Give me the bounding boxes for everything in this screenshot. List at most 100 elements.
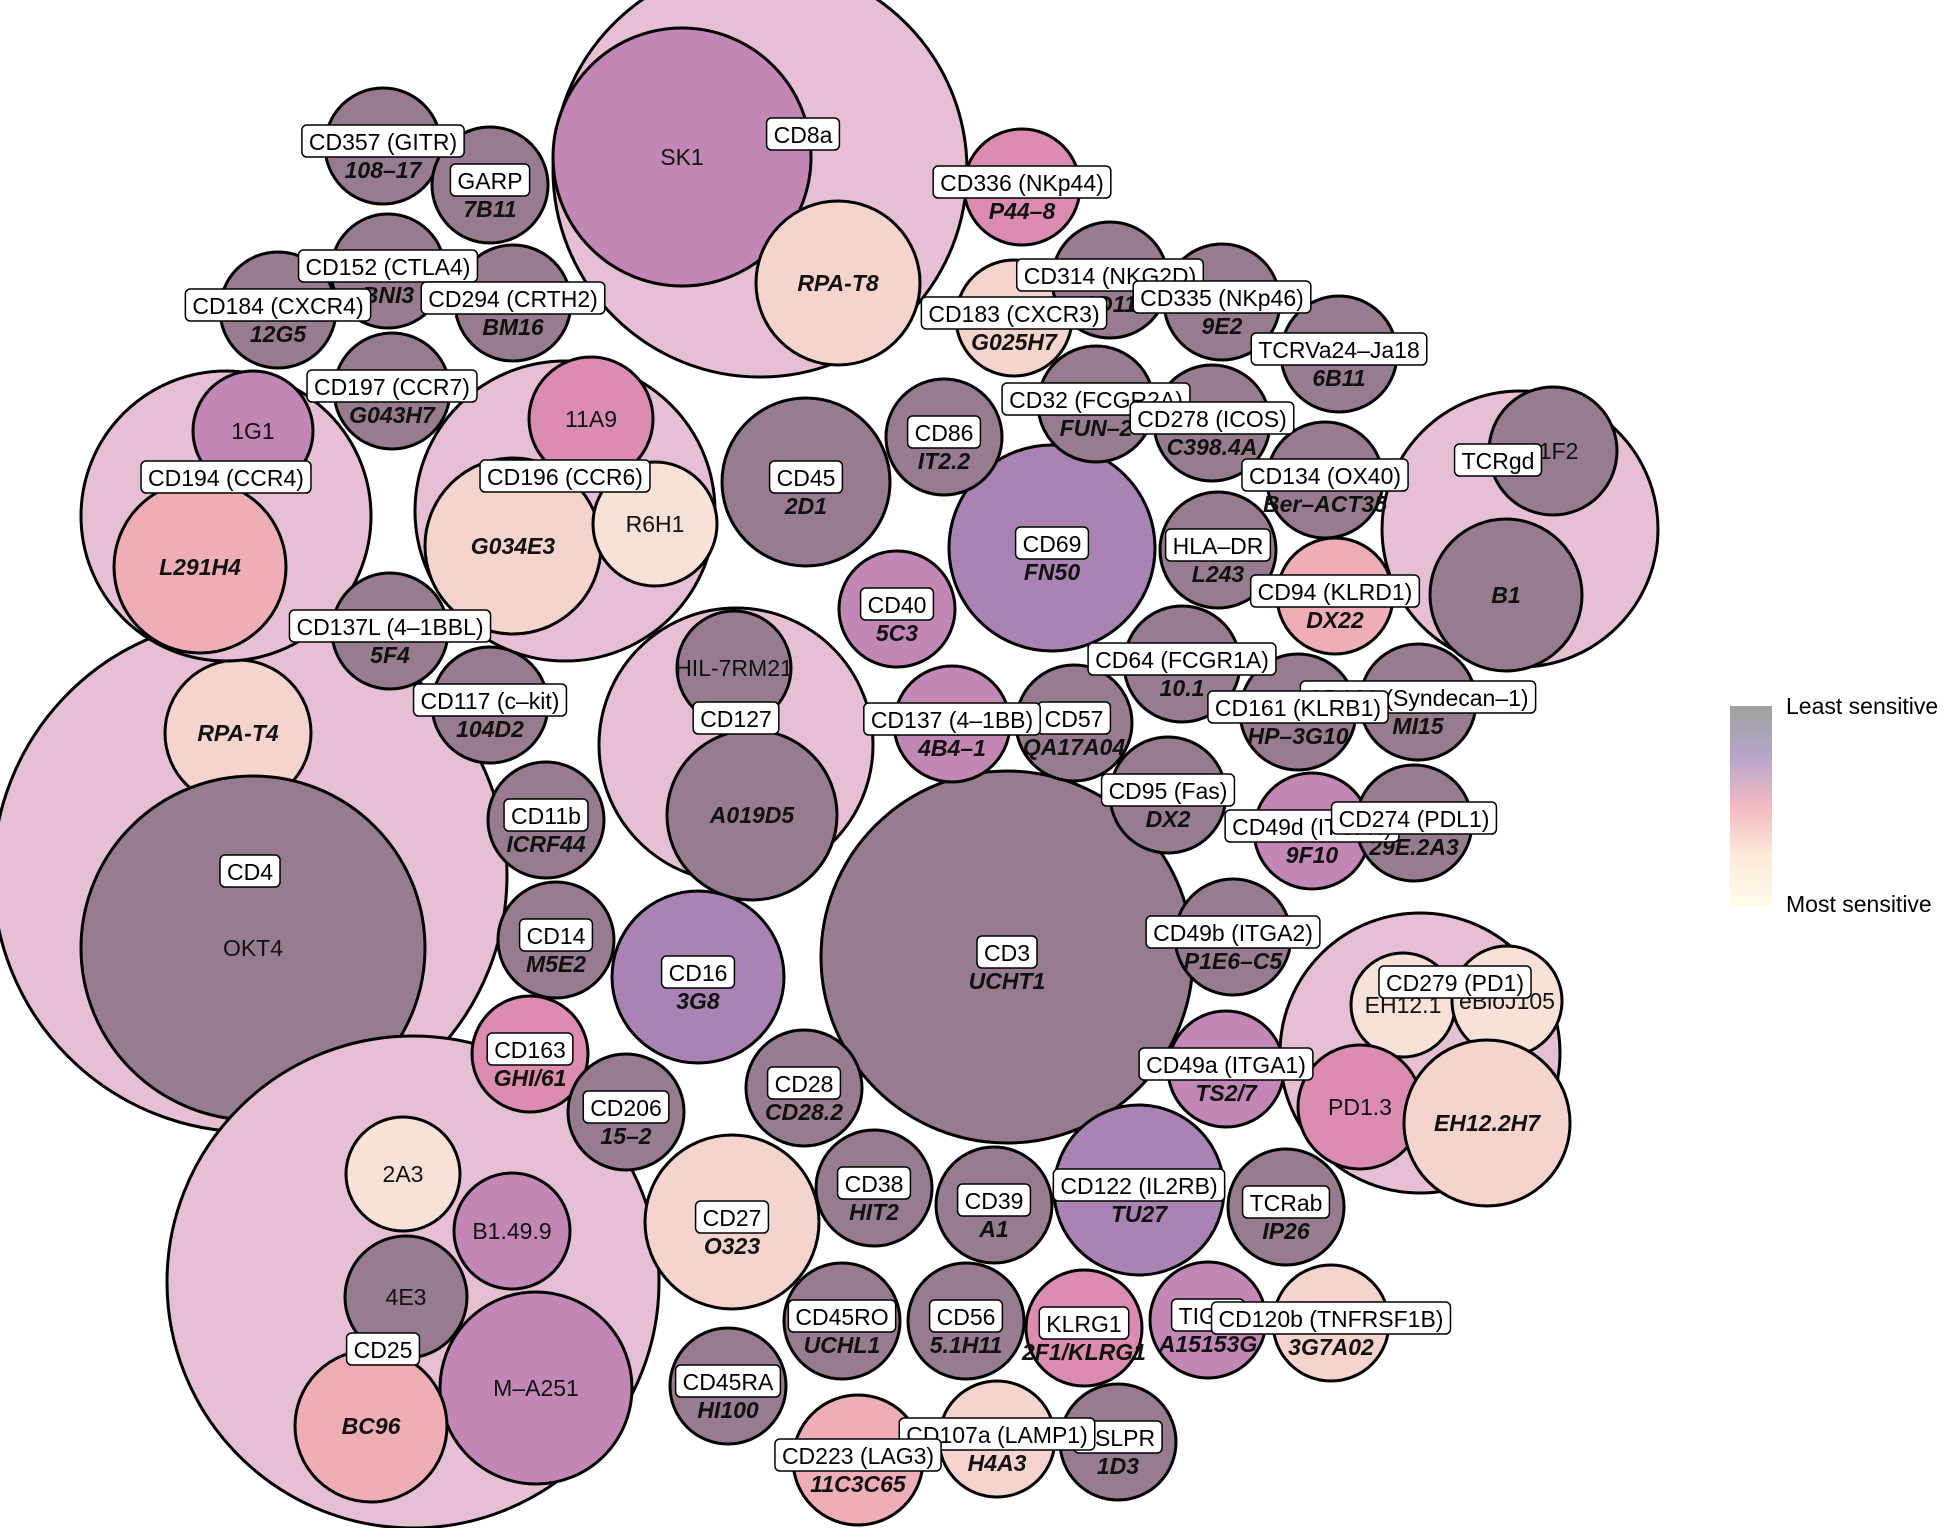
bubble-RPA-T8: RPA-T8	[754, 199, 922, 367]
marker-label-TCRgd-group: TCRgd	[1453, 443, 1543, 477]
marker-label-text: CD40	[868, 592, 927, 618]
marker-label-CD137L: CD137L (4–1BBL)	[288, 609, 492, 643]
clone-label: RPA-T4	[197, 720, 279, 746]
bubble-eBioJ105: eBioJ105	[1450, 944, 1564, 1058]
marker-label-box	[1087, 642, 1277, 676]
clone-label: 6B11	[1312, 365, 1365, 391]
marker-label-box	[906, 415, 982, 449]
marker-label-box	[1038, 1306, 1130, 1340]
marker-label-box	[956, 1183, 1032, 1217]
marker-label-text: CD16	[669, 960, 728, 986]
marker-label-CD40: CD40	[859, 587, 935, 621]
marker-label-box	[1250, 332, 1428, 366]
clone-label: HIT2	[849, 1199, 899, 1225]
marker-label-text: TCRgd	[1462, 448, 1535, 474]
marker-label-text: CD25	[354, 1337, 413, 1363]
clone-label: UCHT1	[969, 968, 1046, 994]
clone-label: G034E3	[471, 533, 556, 559]
marker-label-CD184: CD184 (CXCR4)	[184, 288, 372, 322]
marker-label-CD127-group: CD127	[692, 701, 780, 735]
marker-label-box	[1129, 401, 1295, 435]
bubble-11A9: 11A9	[527, 355, 655, 483]
bubble-HIL-7RM21: HIL-7RM21	[675, 609, 793, 727]
marker-label-CD120b: CD120b (TNFRSF1B)	[1210, 1301, 1452, 1335]
marker-label-box	[898, 1417, 1096, 1451]
marker-label-CD163: CD163	[486, 1032, 574, 1066]
marker-label-box	[412, 683, 568, 717]
marker-label-text: CD294 (CRTH2)	[428, 286, 598, 312]
marker-label-box	[932, 165, 1112, 199]
marker-label-CD57: CD57	[1036, 701, 1112, 735]
marker-label-GARP: GARP	[449, 163, 531, 197]
marker-label-text: CD45RO	[795, 1304, 888, 1330]
clone-label: DX22	[1306, 607, 1364, 633]
marker-label-text: CD184 (CXCR4)	[192, 293, 363, 319]
marker-label-box	[1241, 1185, 1331, 1219]
marker-label-box	[1100, 773, 1236, 807]
marker-label-box	[1210, 1301, 1452, 1335]
legend-top-label: Least sensitive	[1786, 693, 1938, 719]
marker-label-box	[140, 460, 312, 494]
marker-label-CD45RA: CD45RA	[674, 1364, 782, 1398]
marker-label-text: CD336 (NKp44)	[940, 170, 1104, 196]
labels-layer: CD8a CD4 CD194 (CCR4) CD196 (CCR6) TCRgd CD12…	[140, 117, 1543, 1472]
marker-label-text: CD94 (KLRD1)	[1258, 579, 1413, 605]
marker-label-CD206: CD206	[582, 1090, 670, 1124]
marker-label-CD69: CD69	[1014, 526, 1090, 560]
marker-label-box	[660, 955, 736, 989]
marker-label-text: CD357 (GITR)	[309, 129, 457, 155]
clone-label: 108–17	[345, 157, 423, 183]
marker-label-text: CD45	[777, 465, 836, 491]
marker-label-text: CD163	[494, 1037, 566, 1063]
clone-label: BC96	[342, 1413, 401, 1439]
clone-label: QA17A04	[1023, 734, 1125, 760]
marker-label-CD134: CD134 (OX40)	[1241, 458, 1409, 492]
clone-label: IP26	[1262, 1218, 1310, 1244]
clone-label: RPA-T8	[797, 270, 879, 296]
clone-label: HI100	[697, 1397, 759, 1423]
clone-label: O323	[704, 1233, 760, 1259]
marker-label-box	[976, 935, 1038, 969]
clone-label: DX2	[1146, 806, 1191, 832]
marker-label-box	[1378, 965, 1532, 999]
marker-label-CD294: CD294 (CRTH2)	[420, 281, 606, 315]
marker-label-box	[692, 701, 780, 735]
marker-label-box	[1138, 1047, 1314, 1081]
marker-label-text: TCRVa24–Ja18	[1258, 337, 1420, 363]
clone-label: 11C3C65	[810, 1471, 907, 1497]
marker-label-box	[766, 1066, 842, 1100]
marker-label-text: GARP	[457, 168, 522, 194]
marker-label-TCRab: TCRab	[1241, 1185, 1331, 1219]
clone-label: MI15	[1392, 713, 1444, 739]
clone-label: P1E6–C5	[1184, 948, 1284, 974]
marker-label-text: CD223 (LAG3)	[782, 1443, 934, 1469]
clone-label: 11A9	[565, 406, 617, 432]
marker-label-CD197: CD197 (CCR7)	[306, 369, 478, 403]
clone-label: 4E3	[386, 1284, 427, 1310]
clone-label: P44–8	[989, 198, 1056, 224]
marker-label-CD278: CD278 (ICOS)	[1129, 401, 1295, 435]
clone-label: C398.4A	[1167, 434, 1258, 460]
marker-label-CD137: CD137 (4–1BB)	[863, 702, 1041, 736]
clone-label: 9F10	[1286, 842, 1339, 868]
marker-label-box	[306, 369, 478, 403]
marker-label-CD14: CD14	[518, 918, 594, 952]
marker-label-text: CD56	[937, 1304, 996, 1330]
marker-label-box	[1241, 458, 1409, 492]
marker-label-CD274: CD274 (PDL1)	[1330, 801, 1498, 835]
marker-label-CD152: CD152 (CTLA4)	[297, 249, 479, 283]
clone-label: EH12.2H7	[1434, 1110, 1541, 1136]
marker-label-text: CD278 (ICOS)	[1137, 406, 1287, 432]
marker-label-text: CD206	[590, 1095, 662, 1121]
bubble-PD1.3: PD1.3	[1296, 1043, 1424, 1171]
bubble-circle	[551, 26, 813, 288]
marker-label-box	[863, 702, 1041, 736]
marker-label-CD86: CD86	[906, 415, 982, 449]
marker-label-box	[1207, 690, 1389, 724]
clone-label: L243	[1192, 561, 1245, 587]
clone-label: UCHL1	[804, 1332, 881, 1358]
marker-label-text: CD3	[984, 940, 1030, 966]
bubble-SK1: SK1	[551, 26, 813, 288]
